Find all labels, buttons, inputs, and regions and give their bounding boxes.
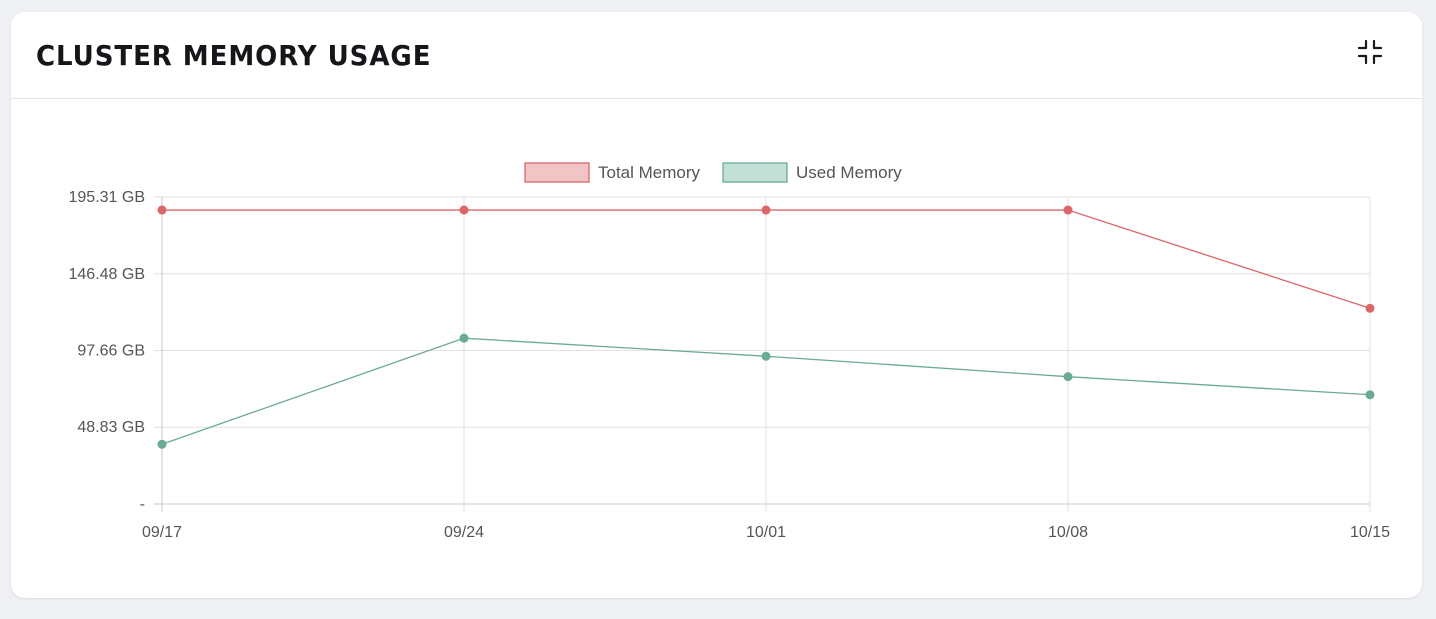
legend-swatch	[524, 162, 590, 183]
data-point[interactable]	[1063, 372, 1073, 382]
data-point[interactable]	[157, 439, 167, 449]
y-tick-label: 97.66 GB	[77, 342, 145, 359]
legend-label: Total Memory	[598, 163, 701, 182]
memory-usage-card: CLUSTER MEMORY USAGE	[11, 12, 1422, 598]
data-point[interactable]	[761, 351, 771, 361]
x-tick-label: 10/15	[1350, 524, 1390, 541]
y-tick-label: -	[140, 496, 145, 513]
legend-item[interactable]: Used Memory	[722, 162, 902, 183]
legend-item[interactable]: Total Memory	[524, 162, 701, 183]
collapse-button[interactable]	[1356, 38, 1384, 66]
legend[interactable]: Total Memory Used Memory	[524, 162, 902, 183]
legend-swatch	[722, 162, 788, 183]
x-tick-label: 09/17	[142, 524, 182, 541]
data-point[interactable]	[459, 333, 469, 343]
data-point[interactable]	[761, 205, 771, 215]
y-tick-label: 195.31 GB	[69, 189, 146, 206]
data-point[interactable]	[157, 205, 167, 215]
card-title: CLUSTER MEMORY USAGE	[36, 39, 432, 72]
x-tick-label: 09/24	[444, 524, 484, 541]
card-header: CLUSTER MEMORY USAGE	[11, 12, 1422, 99]
axis-layer: - 48.83 GB 97.66 GB 146.48 GB 195.31 GB 09/17…	[69, 189, 1391, 541]
series-layer	[157, 205, 1375, 449]
x-tick-label: 10/08	[1048, 524, 1088, 541]
y-tick-label: 146.48 GB	[69, 266, 146, 283]
x-tick-label: 10/01	[746, 524, 786, 541]
legend-label: Used Memory	[796, 163, 902, 182]
data-point[interactable]	[1365, 303, 1375, 313]
data-point[interactable]	[1063, 205, 1073, 215]
grid-layer	[154, 196, 1371, 512]
data-point[interactable]	[459, 205, 469, 215]
collapse-icon	[1357, 39, 1383, 65]
data-point[interactable]	[1365, 390, 1375, 400]
y-tick-label: 48.83 GB	[77, 419, 145, 436]
